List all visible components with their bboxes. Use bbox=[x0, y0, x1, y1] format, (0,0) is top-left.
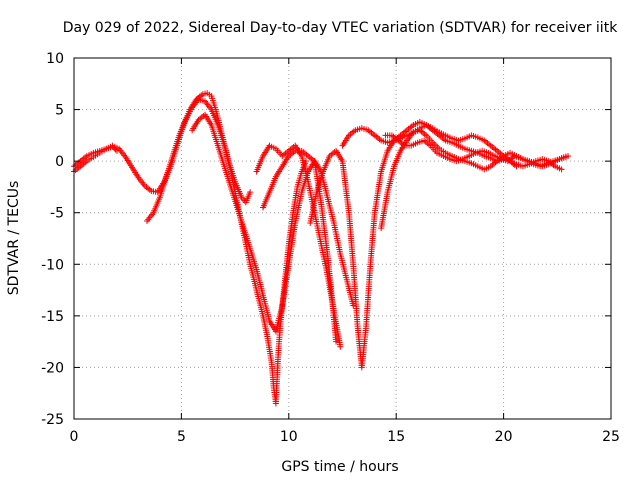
y-tick-label: 0 bbox=[55, 154, 64, 170]
data-series bbox=[144, 96, 309, 407]
data-points bbox=[71, 90, 572, 407]
y-tick-label: -20 bbox=[41, 360, 64, 376]
data-series bbox=[307, 118, 565, 371]
x-tick-label: 25 bbox=[602, 429, 620, 445]
data-series bbox=[382, 132, 569, 170]
data-point bbox=[113, 147, 120, 154]
x-tick-label: 10 bbox=[280, 429, 298, 445]
data-point bbox=[111, 145, 118, 152]
data-point bbox=[112, 146, 119, 153]
data-point bbox=[350, 302, 357, 309]
y-tick-label: -25 bbox=[41, 412, 64, 428]
data-point bbox=[109, 143, 116, 150]
plot-frame bbox=[73, 57, 612, 420]
axis-ticks: 0 5 10 15 20 25 -25 -20 -15 -10 -5 0 5 10 bbox=[41, 51, 620, 445]
y-tick-label: -5 bbox=[50, 206, 64, 222]
data-series bbox=[253, 142, 344, 350]
y-axis-label: SDTVAR / TECUs bbox=[6, 181, 22, 296]
data-point bbox=[247, 189, 254, 196]
data-point bbox=[558, 166, 565, 173]
x-tick-label: 5 bbox=[177, 429, 186, 445]
data-point bbox=[513, 163, 520, 170]
x-axis-label: GPS time / hours bbox=[281, 459, 398, 475]
data-point bbox=[302, 158, 309, 165]
data-point bbox=[333, 338, 340, 345]
x-tick-label: 20 bbox=[495, 429, 513, 445]
grid-lines bbox=[74, 58, 611, 419]
data-series bbox=[378, 122, 520, 232]
data-point bbox=[562, 154, 569, 161]
chart-title: Day 029 of 2022, Sidereal Day-to-day VTE… bbox=[63, 20, 618, 36]
y-tick-label: 5 bbox=[55, 103, 64, 119]
y-tick-label: 10 bbox=[46, 51, 64, 67]
y-tick-label: -15 bbox=[41, 309, 64, 325]
x-tick-label: 0 bbox=[70, 429, 79, 445]
data-point bbox=[337, 343, 344, 350]
x-tick-label: 15 bbox=[387, 429, 405, 445]
y-tick-label: -10 bbox=[41, 257, 64, 273]
